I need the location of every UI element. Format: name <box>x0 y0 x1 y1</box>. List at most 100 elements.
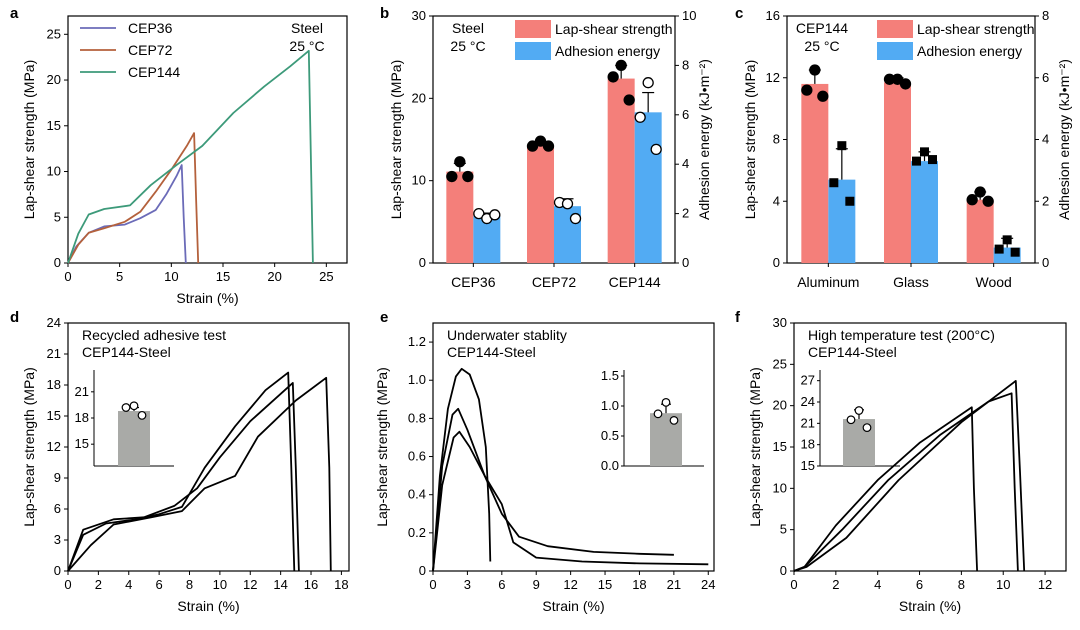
y-tick-label: 30 <box>412 8 426 23</box>
y-axis-label: Lap-shear strength (MPa) <box>742 60 758 220</box>
category-label: Aluminum <box>797 274 859 290</box>
data-point <box>974 186 986 198</box>
category-label: CEP36 <box>451 274 496 290</box>
panel-e: e 0 3 6 9 12 15 18 21 24 0 0.2 0.4 0.6 0.8 1.0 1.2 Strain… <box>374 309 715 614</box>
legend-swatch <box>877 20 913 38</box>
x-tick-label: 8 <box>186 577 193 592</box>
y-tick-label: 8 <box>773 132 780 147</box>
data-point <box>650 143 662 156</box>
annotation-line-2: CEP144-Steel <box>447 344 536 360</box>
y-tick-label: 18 <box>47 377 61 392</box>
x-tick-label: 9 <box>533 577 540 592</box>
inset-bar <box>118 411 150 466</box>
legend-label: Adhesion energy <box>917 43 1022 59</box>
category-label: CEP144 <box>609 274 661 290</box>
category-label: Wood <box>976 274 1012 290</box>
series-line-2 <box>432 407 674 572</box>
data-point <box>928 155 937 165</box>
data-point <box>982 195 994 207</box>
data-point <box>837 141 847 151</box>
series-line-cep36 <box>67 164 187 264</box>
y2-axis-label: Adhesion energy (kJ•m⁻²) <box>696 59 712 220</box>
data-point <box>542 140 555 152</box>
x-tick-label: 12 <box>1038 577 1052 592</box>
x-tick-label: 5 <box>116 269 123 284</box>
x-tick-label: 6 <box>156 577 163 592</box>
panel-b: b 0 10 20 30 0 2 4 6 8 10 Lap-shear strength (MPa) A… <box>380 5 712 290</box>
x-tick-label: 10 <box>996 577 1010 592</box>
data-point <box>899 78 912 90</box>
legend-swatch <box>515 42 551 60</box>
inset-tick-label: 0.5 <box>601 428 619 443</box>
data-point <box>454 156 466 168</box>
data-point <box>615 59 627 72</box>
bar-lap-shear <box>446 171 474 263</box>
inset-chart: 15 18 21 24 27 <box>801 370 900 473</box>
y-tick-label: 5 <box>54 209 61 224</box>
series-line-3 <box>67 376 332 572</box>
data-point <box>489 209 501 221</box>
inset-tick-label: 15 <box>75 436 89 451</box>
panel-label: d <box>10 309 19 326</box>
y-tick-label: 24 <box>47 315 61 330</box>
plot-frame <box>432 322 715 572</box>
x-tick-label: 25 <box>319 269 333 284</box>
legend-swatch <box>515 20 551 38</box>
y-tick-label: 20 <box>773 398 787 413</box>
x-axis-label: Strain (%) <box>177 598 239 614</box>
legend-label: Lap-shear strength <box>555 21 673 37</box>
data-point <box>966 194 978 206</box>
y-tick-label: 0 <box>54 255 61 270</box>
data-point <box>817 90 829 102</box>
data-point <box>1010 247 1020 257</box>
x-tick-label: 2 <box>832 577 839 592</box>
y-tick-label: 0 <box>780 563 787 578</box>
y-tick-label: 0.6 <box>408 449 426 464</box>
x-tick-label: 18 <box>334 577 348 592</box>
y2-tick-label: 10 <box>682 8 696 23</box>
series-line-cep72 <box>67 132 200 264</box>
data-point <box>561 198 574 210</box>
bar-lap-shear <box>527 145 554 263</box>
annotation-line-1: Recycled adhesive test <box>82 327 226 343</box>
inset-tick-label: 1.0 <box>601 398 619 413</box>
annotation-line-2: 25 °C <box>289 38 324 54</box>
inset-tick-label: 0.0 <box>601 458 619 473</box>
x-tick-label: 12 <box>243 577 257 592</box>
y-tick-label: 0 <box>419 563 426 578</box>
legend-label: CEP72 <box>128 42 173 58</box>
panel-label: b <box>380 5 389 22</box>
legend-label: CEP36 <box>128 20 173 36</box>
y-tick-label: 10 <box>773 480 787 495</box>
panel-label: f <box>735 309 741 326</box>
bar-lap-shear <box>966 199 994 263</box>
y2-tick-label: 4 <box>682 156 689 171</box>
data-point <box>526 140 539 152</box>
series-line-3 <box>793 380 1026 572</box>
y-tick-label: 9 <box>54 470 61 485</box>
inset-data-point <box>129 401 139 411</box>
y-tick-label: 12 <box>47 439 61 454</box>
y-tick-label: 10 <box>412 173 426 188</box>
y2-tick-label: 2 <box>1042 193 1049 208</box>
y-tick-label: 0.4 <box>408 487 426 502</box>
x-tick-label: 24 <box>701 577 715 592</box>
x-tick-label: 0 <box>429 577 436 592</box>
inset-data-point <box>862 423 872 433</box>
series-line-3 <box>432 430 709 572</box>
y2-tick-label: 4 <box>1042 132 1049 147</box>
plot-frame <box>67 322 350 572</box>
panel-a: a 0 5 10 15 20 25 0 5 10 15 20 25 Strain (%) Lap-shear… <box>10 5 348 306</box>
x-tick-label: 20 <box>267 269 281 284</box>
legend-label: Lap-shear strength <box>917 21 1035 37</box>
annotation-line-1: Steel <box>452 20 484 36</box>
legend-swatch <box>877 42 913 60</box>
y-tick-label: 6 <box>54 501 61 516</box>
inset-tick-label: 15 <box>801 458 815 473</box>
y-tick-label: 1.0 <box>408 372 426 387</box>
inset-data-point <box>137 410 147 420</box>
y2-tick-label: 0 <box>682 255 689 270</box>
